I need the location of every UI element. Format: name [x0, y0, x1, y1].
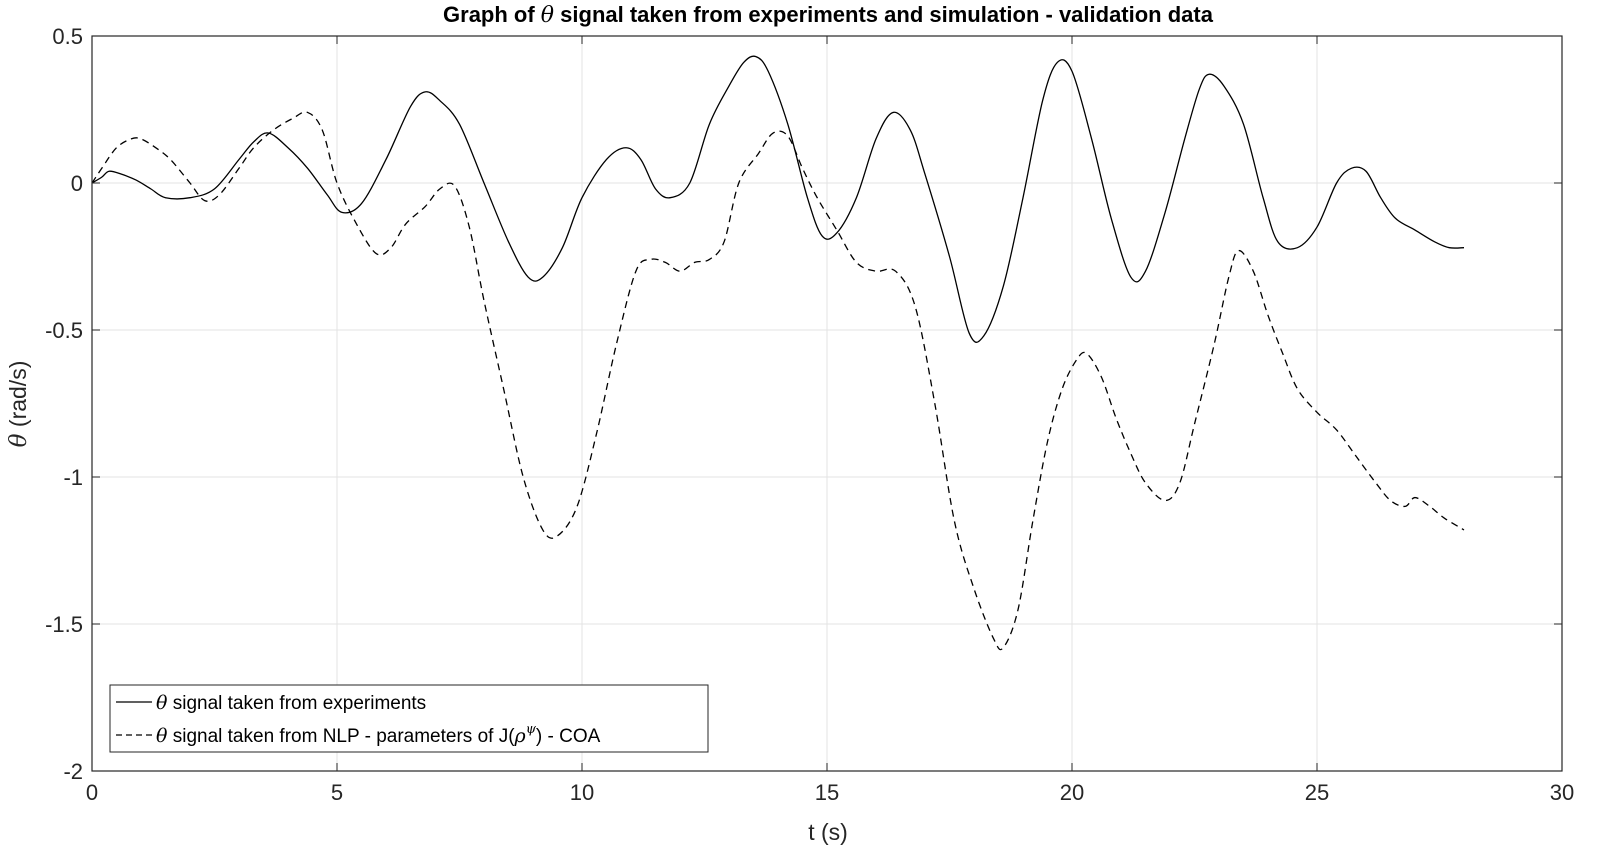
x-tick-label: 5	[331, 780, 343, 805]
y-axis-label-unit: (rad/s)	[5, 361, 31, 434]
y-tick-label: -1.5	[45, 612, 83, 637]
grid	[92, 36, 1562, 771]
x-tick-label: 25	[1305, 780, 1329, 805]
legend-nlp-text-1: signal taken from NLP - parameters of J(	[167, 726, 515, 747]
legend-nlp-rho: ρ	[514, 725, 527, 747]
legend-nlp-theta: θ	[156, 725, 168, 747]
y-tick-label: -2	[63, 759, 83, 784]
x-tick-label: 0	[86, 780, 98, 805]
x-tick-label: 15	[815, 780, 839, 805]
chart-title-theta: θ	[541, 3, 554, 28]
chart-title: Graph of θ signal taken from experiments…	[443, 2, 1214, 28]
series-line-experiments	[91, 55, 1465, 343]
y-axis-label: θ (rad/s)	[5, 361, 32, 448]
legend-box	[109, 684, 709, 753]
y-tick-label: -1	[63, 465, 83, 490]
x-tick-label: 30	[1550, 780, 1574, 805]
legend-experiments-text: signal taken from experiments	[167, 693, 426, 714]
legend-label-nlp: θ signal taken from NLP - parameters of …	[156, 722, 601, 747]
x-axis-label: t (s)	[808, 819, 848, 845]
y-axis-label-theta: θ	[6, 433, 32, 447]
y-tick-label: 0.5	[52, 24, 83, 49]
tick-marks	[91, 35, 1563, 772]
legend-experiments-theta: θ	[156, 692, 168, 714]
y-tick-label: -0.5	[45, 318, 83, 343]
x-tick-label: 10	[570, 780, 594, 805]
legend-nlp-psi: ψ	[526, 722, 537, 737]
tick-labels: 0 5 10 15 20 25 30 -2 -1.5 -1 -0.5 0 0.5	[45, 24, 1574, 805]
chart-title-part-2: signal taken from experiments and simula…	[554, 2, 1214, 27]
y-tick-label: 0	[71, 171, 83, 196]
legend-nlp-text-2: ) - COA	[536, 726, 601, 747]
legend-label-experiments: θ signal taken from experiments	[156, 692, 426, 714]
legend: θ signal taken from experiments θ signal…	[109, 684, 709, 753]
chart-title-part-1: Graph of	[443, 2, 541, 27]
x-tick-label: 20	[1060, 780, 1084, 805]
series-layer	[91, 55, 1465, 651]
series-line-nlp	[91, 111, 1465, 651]
